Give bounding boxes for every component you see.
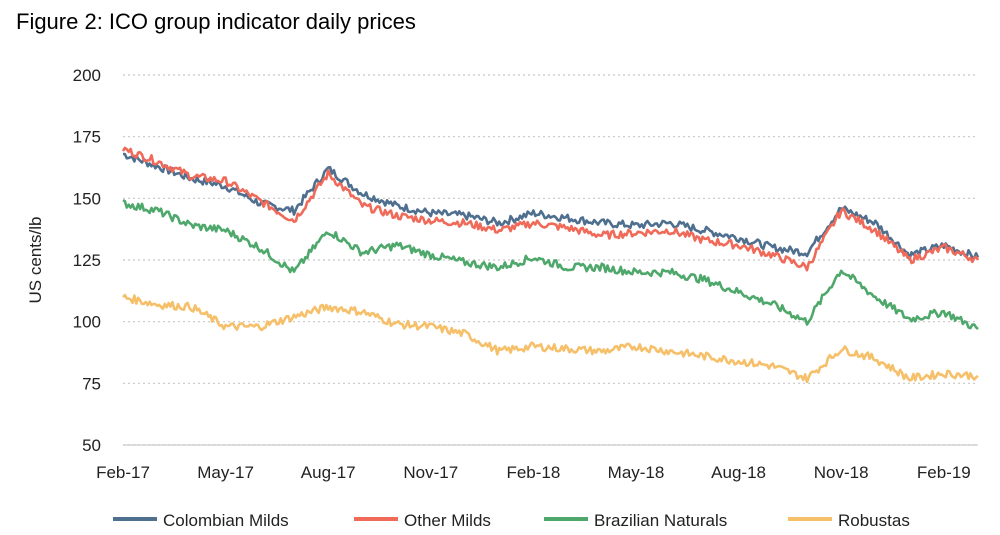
legend-label: Other Milds (404, 511, 491, 530)
legend: Colombian Milds Other Milds Brazilian Natu… (113, 511, 910, 530)
y-tick-label: 200 (73, 66, 101, 85)
legend-label: Robustas (838, 511, 910, 530)
chart-title: Figure 2: ICO group indicator daily pric… (16, 9, 416, 34)
x-tick-label: May-18 (608, 463, 665, 482)
series-line-other-milds (121, 146, 980, 272)
y-tick-label: 50 (82, 436, 101, 455)
y-axis-label: US cents/lb (26, 217, 45, 304)
x-tick-label: Aug-17 (301, 463, 356, 482)
series-lines (121, 146, 980, 384)
y-tick-labels: 200 175 150 125 100 75 50 (73, 66, 101, 455)
x-tick-label: Feb-19 (917, 463, 971, 482)
y-tick-label: 125 (73, 251, 101, 270)
x-tick-label: Feb-17 (96, 463, 150, 482)
y-tick-label: 100 (73, 313, 101, 332)
legend-label: Brazilian Naturals (594, 511, 727, 530)
x-tick-labels: Feb-17 May-17 Aug-17 Nov-17 Feb-18 May-18 Aug-… (96, 463, 971, 482)
x-tick-label: Aug-18 (711, 463, 766, 482)
y-tick-label: 75 (82, 374, 101, 393)
series-line-brazilian-naturals (122, 199, 979, 331)
series-line-robustas (122, 293, 979, 384)
legend-label: Colombian Milds (163, 511, 289, 530)
y-tick-label: 150 (73, 189, 101, 208)
x-tick-label: Feb-18 (506, 463, 560, 482)
x-tick-label: Nov-18 (814, 463, 869, 482)
x-tick-label: Nov-17 (403, 463, 458, 482)
y-tick-label: 175 (73, 128, 101, 147)
x-tick-label: May-17 (197, 463, 254, 482)
series-line-colombian-milds (122, 152, 980, 261)
gridlines (123, 74, 978, 446)
